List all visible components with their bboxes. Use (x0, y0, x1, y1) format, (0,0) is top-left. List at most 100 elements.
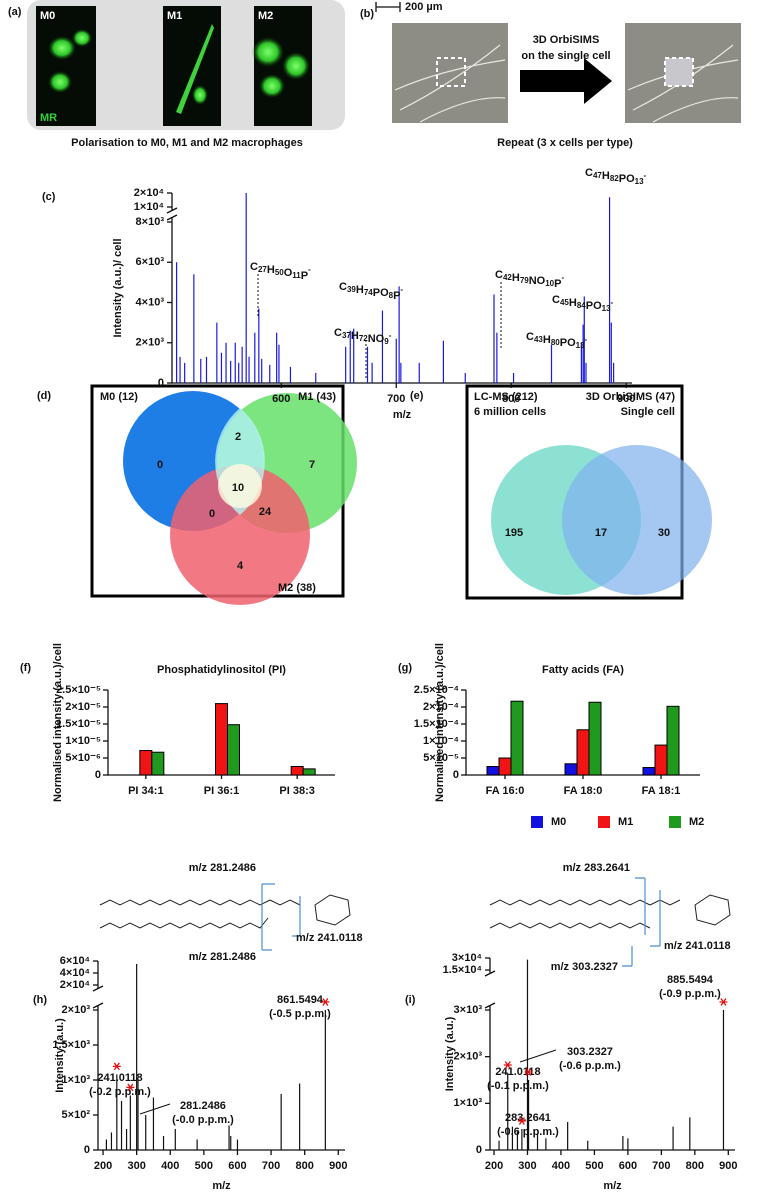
y-tick-label: 2×10⁴ (60, 979, 90, 991)
y-tick-label: 2×10⁻⁴ (423, 701, 459, 713)
y-axis-title: Intensity (a.u.)/ cell (112, 238, 124, 337)
venn-set-label: LC-MS (212) (474, 391, 538, 403)
x-tick-label: 500 (585, 1160, 603, 1172)
x-tick-label: 900 (719, 1160, 737, 1172)
leader-line (519, 1049, 557, 1063)
scale-bar-label: 200 µm (405, 1, 443, 13)
panel-label: (f) (20, 662, 31, 674)
formula: C27H50O11P- (250, 261, 311, 282)
scale-bar (375, 2, 401, 12)
region-box (664, 57, 694, 87)
y-tick-label: 6×10³ (136, 256, 165, 268)
formula-part: 13 (602, 304, 611, 313)
y-tick-label: 2×10³ (62, 1004, 91, 1016)
legend-swatch (598, 816, 610, 828)
y-tick-label: 0 (453, 769, 459, 781)
y-tick-label: 2.5×10⁻⁵ (56, 684, 101, 696)
y-axis-title: Intensity (a.u.) (54, 1018, 66, 1093)
x-tick-label: 700 (262, 1160, 280, 1172)
chain (99, 899, 271, 906)
venn-count: 24 (259, 506, 272, 518)
venn-set-label: M2 (38) (278, 582, 316, 594)
formula-part: 9 (384, 337, 389, 346)
y-tick-label: 8×10³ (136, 216, 165, 228)
panel-label: (h) (33, 994, 47, 1006)
bar (510, 700, 524, 776)
bar (654, 744, 668, 776)
venn-count: 10 (232, 482, 244, 494)
formula-part: 82 (610, 174, 619, 183)
axis-break (92, 985, 104, 1009)
region-box (436, 57, 466, 87)
cell (192, 85, 208, 105)
y-tick-label: 0 (95, 769, 101, 781)
formula-part: H (356, 284, 364, 296)
venn-circle (562, 445, 712, 595)
y-tick-label: 4×10³ (136, 296, 165, 308)
legend-label: M1 (618, 816, 633, 828)
venn-count: 195 (505, 527, 523, 539)
caption: Polarisation to M0, M1 and M2 macrophage… (71, 137, 303, 149)
venn-circle (170, 465, 310, 605)
peak-label: 281.2486 (180, 1100, 226, 1112)
formula-part: P (560, 337, 567, 349)
x-tick-label: 500 (195, 1160, 213, 1172)
fragment-label: m/z 241.0118 (296, 932, 363, 944)
fragment-label: m/z 281.2486 (189, 951, 256, 963)
bar (576, 729, 590, 776)
y-tick-label: 1×10⁻⁴ (423, 735, 459, 747)
y-tick-label: 0 (158, 377, 164, 389)
venn-d (123, 391, 357, 605)
peak-asterisk (517, 1117, 526, 1125)
peak-label: (-0.6 p.p.m.) (497, 1126, 559, 1138)
panel-label: (d) (37, 390, 51, 402)
formula-part: O (537, 275, 546, 287)
x-tick-label: 900 (617, 393, 635, 405)
peak-label: 303.2327 (567, 1046, 613, 1058)
formula-part: 84 (577, 301, 586, 310)
formula-part: H (543, 334, 551, 346)
formula-part: 74 (364, 288, 373, 297)
panel-label: (i) (405, 994, 416, 1006)
legend-swatch (531, 816, 543, 828)
caption: Repeat (3 x cells per type) (497, 137, 633, 149)
formula: C39H74PO8P- (339, 281, 403, 302)
y-axis-title: Normalised intensity (a.u.)/cell (52, 643, 64, 802)
peak-label: 283.2641 (505, 1112, 551, 1124)
cell (48, 71, 72, 93)
formula-part: C (250, 261, 258, 273)
formula-part: - (585, 335, 588, 344)
y-tick-label: 4×10⁴ (60, 967, 90, 979)
x-tick-label: 600 (619, 1160, 637, 1172)
formula-part: 79 (520, 276, 529, 285)
tile-label: M2 (258, 10, 273, 22)
y-tick-label: 1.5×10⁻⁴ (414, 718, 459, 730)
venn-set-label: Single cell (621, 406, 675, 418)
arrow-text: 3D OrbiSIMS (533, 34, 600, 46)
formula: C47H82PO13- (585, 167, 647, 186)
formula-part: 42 (503, 273, 512, 282)
x-tick-label: 800 (295, 1160, 313, 1172)
peak-asterisk (524, 1068, 533, 1076)
peak-label: (-0.2 p.p.m.) (89, 1086, 151, 1098)
formula-part: P (554, 278, 561, 290)
formula-part: - (561, 273, 564, 282)
cell (176, 24, 214, 114)
bar (666, 705, 680, 776)
cell (259, 74, 285, 98)
y-tick-label: 2×10³ (136, 337, 165, 349)
formula-part: - (644, 171, 647, 180)
peak-label: (-0.5 p.p.m.) (269, 1008, 331, 1020)
venn-count: 30 (658, 527, 670, 539)
peak-asterisk (126, 1083, 135, 1092)
peak-label: 241.0118 (97, 1072, 142, 1084)
y-tick-label: 5×10⁻⁵ (423, 752, 459, 764)
fragment-cut (261, 883, 301, 951)
y-tick-label: 0 (476, 1144, 482, 1156)
x-tick-label: 200 (94, 1160, 112, 1172)
formula-part: 47 (593, 171, 602, 180)
chain (649, 899, 681, 906)
formula-part: 37 (342, 331, 351, 340)
y-tick-label: 5×10⁻⁶ (65, 752, 101, 764)
chain (489, 922, 651, 929)
